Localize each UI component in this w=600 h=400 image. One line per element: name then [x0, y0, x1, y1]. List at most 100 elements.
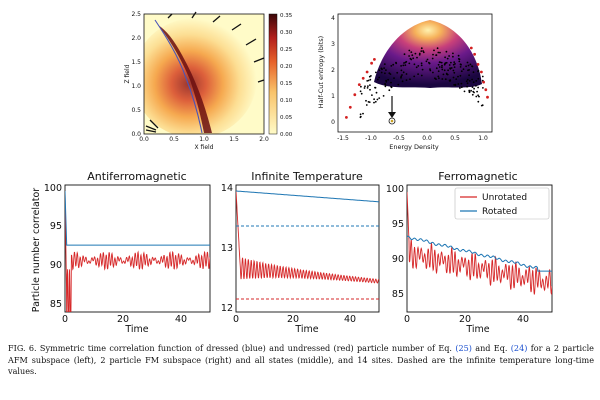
- inf-ytick: 12: [221, 303, 233, 314]
- entropy-black-dot: [366, 87, 369, 89]
- entropy-black-dot: [477, 100, 480, 103]
- entropy-black-dot: [446, 73, 448, 76]
- entropy-black-dot: [445, 50, 448, 53]
- entropy-black-dot: [471, 78, 473, 81]
- entropy-black-dot: [477, 94, 479, 97]
- entropy-black-dot: [475, 95, 478, 98]
- entropy-black-dot: [446, 57, 449, 60]
- entropy-xtick: 0.5: [450, 135, 460, 142]
- colorbar-tick: 0.30: [280, 30, 293, 36]
- entropy-black-dot: [477, 70, 479, 73]
- entropy-black-dot: [374, 100, 377, 103]
- fm-yticks: 85 90 95 100: [386, 184, 404, 300]
- entropy-black-dot: [389, 73, 392, 75]
- entropy-panel: -1.5 -1.0 -0.5 0.0 0.5 1.0 0 1 2 3 4 Ene…: [317, 13, 493, 151]
- afm-ytick: 100: [44, 183, 62, 194]
- entropy-black-dot: [375, 91, 378, 94]
- entropy-black-dot: [401, 80, 404, 83]
- afm-ytick: 90: [50, 260, 62, 271]
- heatmap-ridge-curve: [154, 19, 203, 134]
- caption-text-1: FIG. 6. Symmetric time correlation funct…: [8, 343, 452, 353]
- caption-eq-ref-25[interactable]: (25): [455, 343, 472, 353]
- entropy-black-dot: [400, 69, 403, 72]
- afm-ytick: 95: [50, 221, 62, 232]
- colorbar-tick: 0.05: [280, 115, 293, 121]
- heatmap-colorbar: [268, 13, 278, 135]
- entropy-black-dot: [438, 61, 441, 63]
- entropy-black-dot: [480, 104, 483, 107]
- entropy-black-dot: [402, 71, 405, 74]
- entropy-black-dot: [471, 65, 473, 67]
- fm-rotated-line: [407, 235, 552, 272]
- heatmap-xticks: 0.0 0.5 1.0 1.5 2.0: [139, 136, 269, 143]
- entropy-xticks: -1.5 -1.0 -0.5 0.0 0.5 1.0: [337, 135, 488, 142]
- entropy-black-dot: [439, 51, 441, 54]
- entropy-black-dot: [475, 80, 478, 82]
- entropy-black-dot: [404, 64, 407, 66]
- caption-eq-ref-24[interactable]: (24): [510, 343, 528, 353]
- entropy-black-dot: [403, 53, 406, 56]
- heatmap-yticks: 0.0 0.5 1.0 1.5 2.0 2.5: [131, 11, 141, 138]
- entropy-black-dot: [374, 86, 376, 89]
- afm-xticks: 0 20 40: [62, 314, 187, 325]
- entropy-black-dot: [429, 69, 432, 72]
- afm-xtick: 40: [175, 314, 187, 325]
- entropy-black-dot: [378, 97, 381, 99]
- entropy-black-dot: [466, 78, 469, 81]
- entropy-black-dot: [396, 71, 399, 74]
- heatmap-xlabel: X field: [195, 144, 214, 151]
- entropy-black-dot: [441, 66, 443, 69]
- entropy-black-dot: [459, 87, 461, 89]
- entropy-ytick: 4: [331, 15, 335, 22]
- entropy-black-dot: [404, 61, 407, 64]
- entropy-black-dot: [373, 98, 375, 101]
- entropy-xtick: 1.0: [478, 135, 488, 142]
- entropy-black-dot: [465, 65, 467, 68]
- entropy-black-dot: [435, 67, 438, 70]
- inf-rotated-line: [236, 190, 379, 203]
- afm-frame: [64, 184, 211, 313]
- entropy-black-dot: [443, 69, 446, 72]
- inf-xtick: 0: [233, 314, 239, 325]
- entropy-black-dot: [410, 51, 413, 53]
- entropy-red-dot: [348, 105, 352, 109]
- entropy-black-dot: [482, 87, 484, 89]
- inf-panel: Infinite Temperature 12 13 14 0 20 40 Ti…: [221, 170, 380, 335]
- inf-xtick: 20: [287, 314, 299, 325]
- entropy-black-dot: [420, 47, 423, 50]
- entropy-black-dot: [415, 66, 418, 69]
- entropy-black-dot: [359, 113, 362, 116]
- entropy-black-dot: [376, 78, 379, 81]
- entropy-red-dot: [345, 116, 348, 119]
- entropy-black-dot: [422, 50, 424, 52]
- entropy-xtick: 0.0: [422, 135, 432, 142]
- entropy-black-dot: [469, 63, 472, 66]
- entropy-black-dot: [458, 60, 461, 63]
- entropy-black-dot: [369, 78, 372, 81]
- entropy-dots: [345, 46, 489, 119]
- entropy-black-dot: [420, 50, 423, 52]
- heatmap-xtick: 0.5: [169, 136, 179, 143]
- entropy-red-dot: [486, 95, 489, 99]
- entropy-black-dot: [437, 51, 440, 54]
- fm-xtick: 20: [459, 314, 471, 325]
- entropy-red-dot: [365, 70, 369, 74]
- heatmap-xtick: 2.0: [259, 136, 269, 143]
- entropy-ylabel: Half-Cut entropy (bits): [317, 36, 325, 108]
- entropy-black-dot: [420, 74, 423, 77]
- entropy-black-dot: [468, 80, 471, 82]
- entropy-black-dot: [373, 101, 375, 104]
- entropy-black-dot: [471, 86, 474, 88]
- entropy-black-dot: [360, 92, 363, 95]
- entropy-black-dot: [457, 54, 460, 57]
- entropy-black-dot: [454, 63, 456, 65]
- heatmap-ylabel: Z field: [124, 64, 131, 83]
- entropy-black-dot: [444, 78, 447, 81]
- entropy-black-dot: [477, 86, 479, 89]
- entropy-black-dot: [413, 75, 416, 78]
- entropy-black-dot: [448, 64, 451, 66]
- caption-text-2: and Eq.: [475, 343, 508, 353]
- entropy-black-dot: [378, 76, 381, 79]
- colorbar-tick: 0.15: [280, 81, 293, 87]
- entropy-black-dot: [405, 73, 408, 75]
